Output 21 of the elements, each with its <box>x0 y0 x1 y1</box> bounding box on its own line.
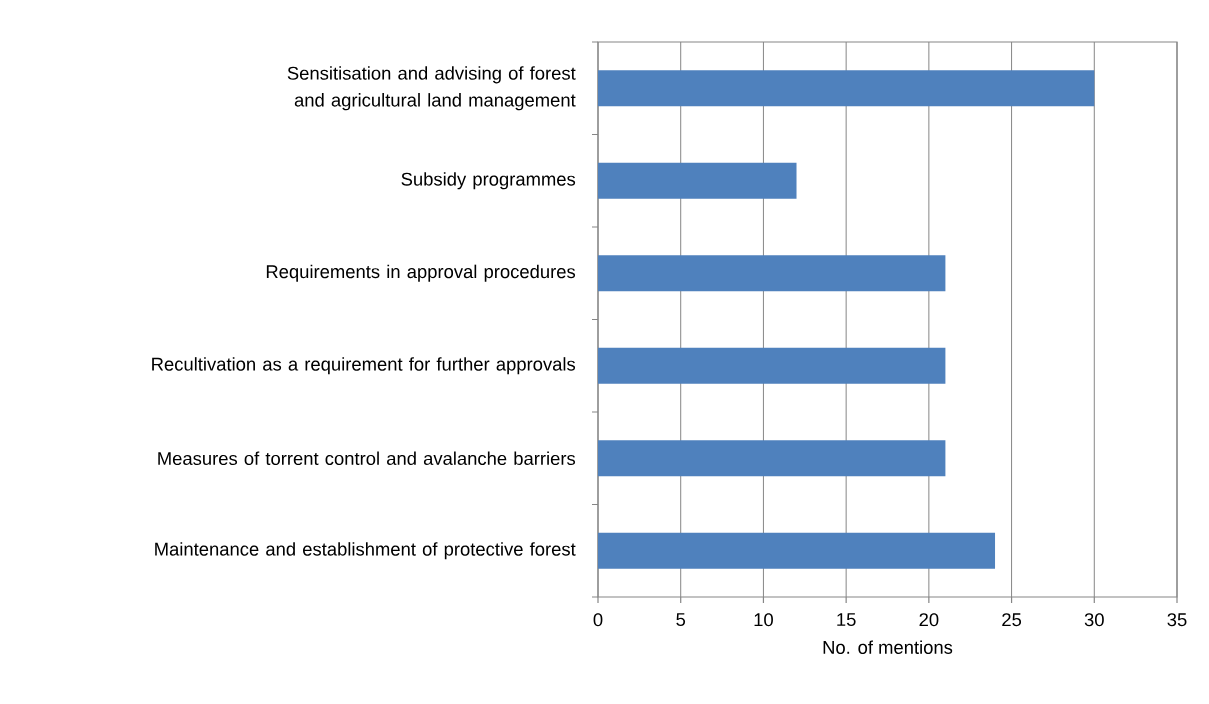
x-tick-label: 20 <box>919 613 939 627</box>
y-tick-label: Maintenance and establishment of protective forest <box>155 542 576 560</box>
bar <box>598 532 996 569</box>
x-axis-title: No. of mentions <box>823 640 953 654</box>
y-tick-label: Recultivation as a requirement for further approvals <box>152 357 576 375</box>
y-tick-label: Requirements in approval procedures <box>266 264 576 282</box>
x-tick-label: 10 <box>754 613 773 627</box>
x-tick-label: 15 <box>837 613 856 627</box>
y-tick-label: Measures of torrent control and avalanche barriers <box>158 451 576 466</box>
y-tick-label: Sensitisation and advising of forest and agricultural land management <box>287 66 576 111</box>
x-tick-label: 30 <box>1084 613 1104 627</box>
x-tick-label: 25 <box>1002 613 1022 627</box>
x-tick-label: 35 <box>1167 613 1187 627</box>
bar <box>598 255 946 292</box>
bar <box>598 347 946 384</box>
bar <box>598 162 797 199</box>
x-tick-label: 5 <box>676 613 686 627</box>
x-tick-label: 0 <box>593 613 603 627</box>
bar <box>598 70 1095 107</box>
y-tick-label: Subsidy programmes <box>401 172 576 190</box>
bar <box>598 440 946 477</box>
